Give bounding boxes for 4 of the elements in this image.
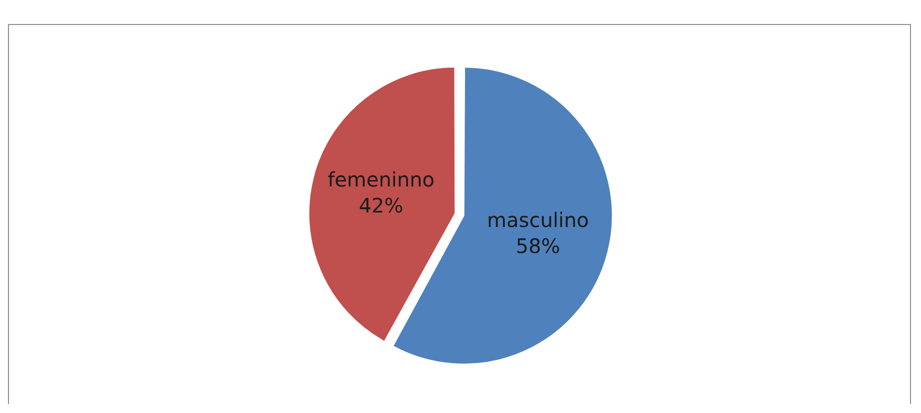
data-label: 58%: [516, 234, 560, 258]
slice-label: masculino: [487, 208, 589, 232]
data-label: 42%: [358, 194, 404, 218]
slice-label: femeninno: [328, 168, 435, 192]
